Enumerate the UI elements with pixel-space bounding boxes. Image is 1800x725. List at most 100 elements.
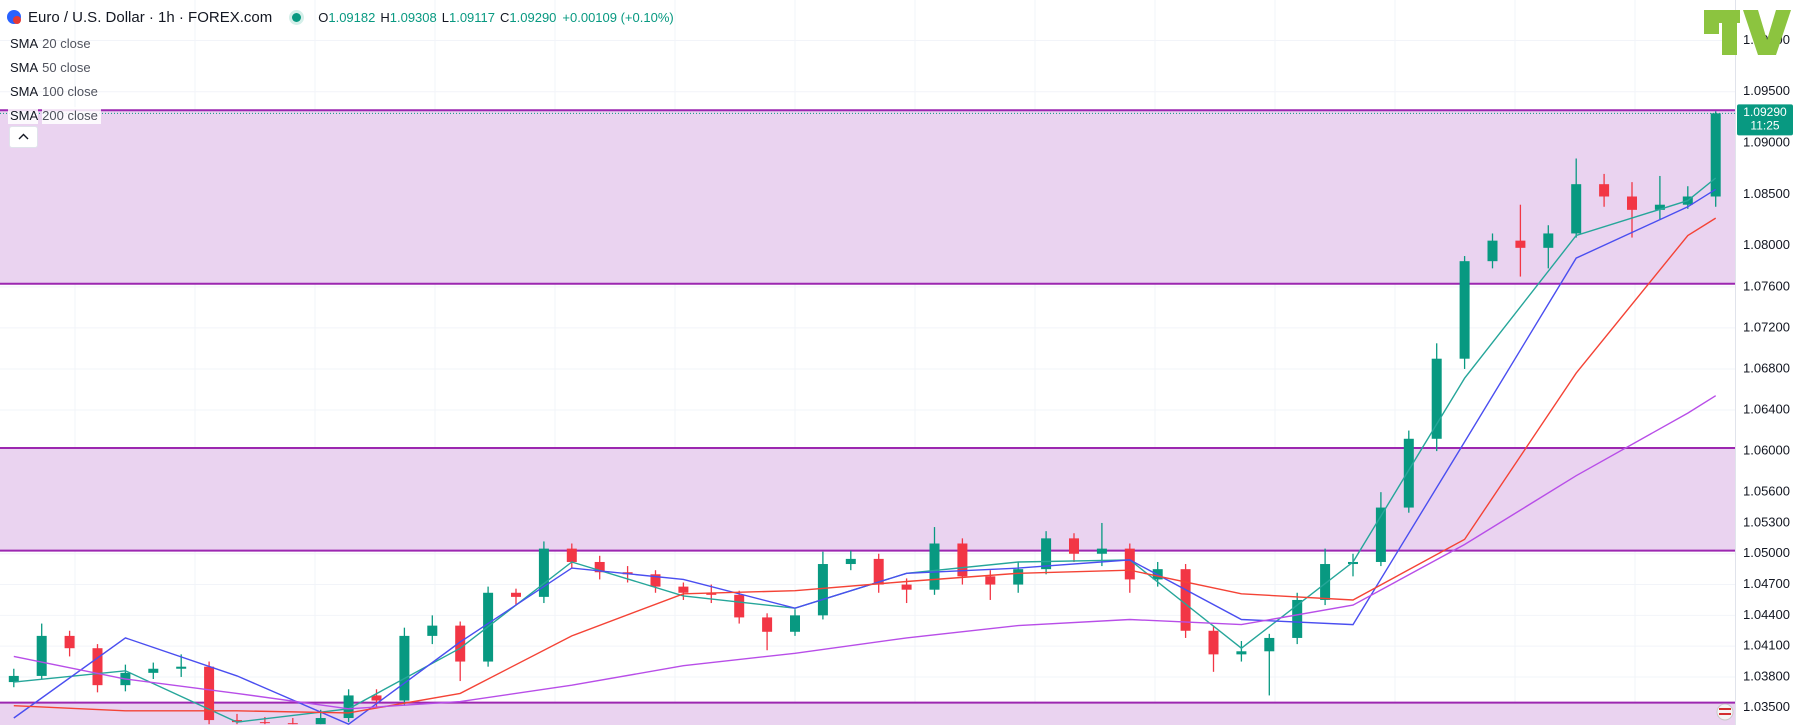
candle-body	[1654, 204, 1665, 210]
chevron-path	[18, 133, 29, 140]
candle-body	[1013, 569, 1024, 585]
legend-item[interactable]: SMA 200 close	[6, 103, 101, 127]
y-tick-label: 1.05600	[1743, 484, 1790, 499]
ohlc-value: 1.09308	[389, 9, 437, 25]
logo-t-stem	[1722, 10, 1737, 55]
candle-body	[538, 548, 549, 597]
logo-v	[1743, 10, 1791, 55]
indicator-params: 50 close	[42, 59, 91, 75]
candle-body	[873, 558, 884, 585]
symbol-icon	[7, 10, 21, 24]
y-tick-label: 1.04400	[1743, 607, 1790, 622]
candle-body	[762, 617, 773, 632]
candle-body	[1069, 538, 1079, 554]
candle-body	[92, 648, 103, 686]
flag-stripe	[1719, 708, 1731, 710]
y-tick-label: 1.09500	[1743, 83, 1790, 98]
indicator-params: 200 close	[42, 106, 101, 124]
candle-body	[566, 548, 577, 562]
candle-body	[371, 695, 382, 701]
indicator-name: SMA	[10, 83, 39, 99]
y-tick-label: 1.04700	[1743, 576, 1790, 591]
grid-layer	[0, 0, 1735, 725]
logo-t-left	[1704, 10, 1719, 34]
candle-body	[455, 625, 466, 662]
candle-body	[901, 584, 912, 590]
zone	[0, 702, 1735, 725]
candle-body	[1710, 113, 1721, 197]
candle-body	[1124, 548, 1135, 580]
indicator-name: SMA	[8, 106, 39, 124]
symbol-name[interactable]: Euro / U.S. Dollar · 1h · FOREX.com	[28, 8, 273, 26]
y-tick-label: 1.06800	[1743, 360, 1790, 375]
candle-body	[845, 558, 856, 565]
last-price-label: 1.09290	[1743, 105, 1787, 119]
candle-body	[957, 543, 968, 577]
icon-circle	[13, 16, 21, 24]
candle-body	[1599, 184, 1610, 197]
flag-circle	[1716, 703, 1734, 721]
candle-body	[1515, 240, 1526, 248]
y-tick-label: 1.03800	[1743, 668, 1790, 683]
candle-body	[790, 615, 800, 632]
y-tick-label: 1.09000	[1743, 135, 1790, 150]
market-status	[292, 12, 302, 22]
plot-layer	[0, 111, 1735, 725]
candle-body	[1627, 196, 1637, 210]
price-axis: 1.100001.095001.090001.085001.080001.076…	[1737, 32, 1793, 714]
candle-body	[64, 635, 75, 649]
last-price-box	[1737, 104, 1793, 136]
y-tick-label: 1.07200	[1743, 319, 1790, 334]
candle-body	[594, 561, 605, 573]
y-tick-label: 1.07600	[1743, 278, 1790, 293]
candle-body	[1041, 538, 1052, 570]
candle-body	[706, 592, 717, 595]
candle-body	[1403, 438, 1414, 508]
legend-item[interactable]: SMA 50 close	[6, 55, 101, 79]
indicator-name: SMA	[10, 59, 39, 75]
candle-body	[343, 695, 354, 719]
zone	[0, 110, 1735, 284]
ohlc-value: 1.09290	[509, 9, 557, 25]
candle-body	[1180, 569, 1191, 631]
candle-body	[650, 574, 661, 587]
y-tick-label: 1.03500	[1743, 699, 1790, 714]
ohlc-value: 1.09182	[328, 9, 376, 25]
candle-body	[1292, 599, 1303, 638]
indicator-params: 20 close	[42, 35, 91, 51]
candle-body	[985, 576, 996, 585]
legend-item[interactable]: SMA 20 close	[6, 31, 101, 55]
flag-icon	[1716, 703, 1734, 721]
candle-body	[427, 625, 438, 636]
candle-body	[148, 668, 159, 673]
collapse-button[interactable]	[9, 126, 38, 148]
ohlc-key: C	[500, 9, 510, 25]
candle-body	[1348, 561, 1358, 565]
indicator-name: SMA	[10, 35, 39, 51]
indicator-params: 100 close	[42, 83, 98, 99]
candle-body	[259, 722, 270, 724]
zone	[0, 448, 1735, 551]
candle-body	[287, 723, 298, 725]
ohlc-key: O	[318, 9, 329, 25]
y-tick-label: 1.06400	[1743, 401, 1790, 416]
indicator-legend: SMA 20 close SMA 50 close SMA 100 close SMA 200…	[6, 31, 101, 127]
logo	[1704, 10, 1791, 55]
candle-body	[678, 586, 689, 593]
legend-item[interactable]: SMA 100 close	[6, 79, 101, 103]
candle-body	[511, 592, 521, 597]
ohlc-values: O 1.09182 H 1.09308 L 1.09117 C 1.09290	[313, 10, 556, 25]
candle-body	[36, 635, 47, 676]
candle-body	[1571, 184, 1582, 234]
candle-body	[734, 594, 745, 618]
y-tick-label: 1.08500	[1743, 186, 1790, 201]
candle-body	[817, 564, 828, 616]
candle-body	[315, 718, 326, 725]
candle-body	[1459, 261, 1470, 359]
y-tick-label: 1.05300	[1743, 514, 1790, 529]
countdown-label: 11:25	[1750, 119, 1779, 133]
candle-body	[1264, 637, 1275, 652]
sma-line	[13, 188, 1717, 725]
